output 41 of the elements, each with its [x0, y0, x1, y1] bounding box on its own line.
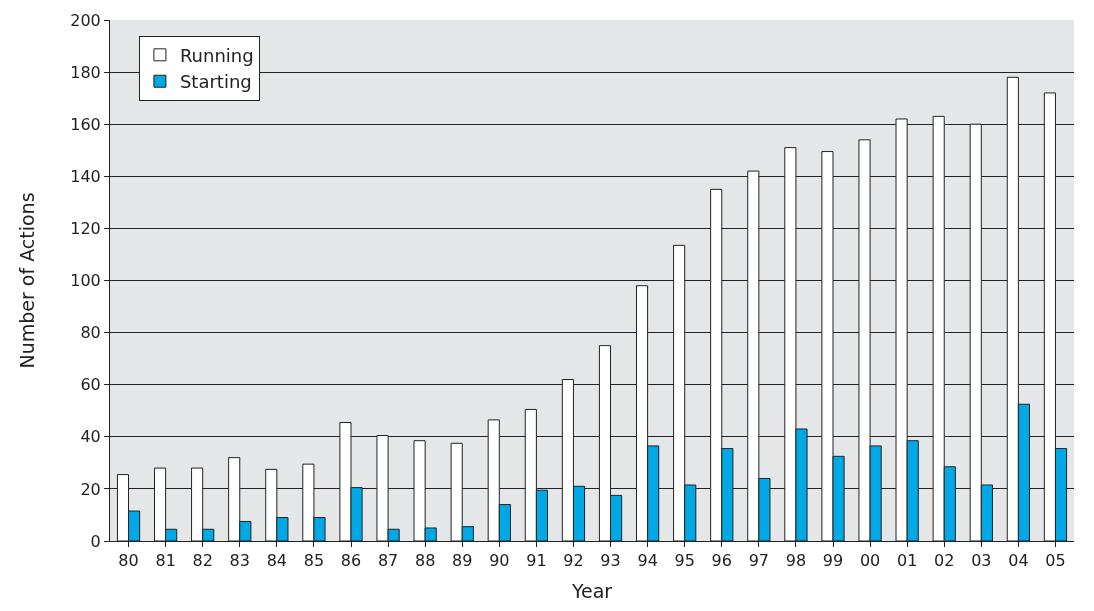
y-tick-label: 100	[70, 271, 101, 291]
y-tick-label: 200	[70, 10, 101, 30]
x-tick-label: 98	[785, 551, 807, 571]
legend-label: Running	[179, 44, 254, 66]
y-tick-label: 120	[70, 219, 101, 238]
x-tick-label: 99	[822, 551, 844, 571]
y-tick-label: 80	[80, 323, 101, 343]
x-tick-label: 83	[229, 551, 250, 571]
x-tick-label: 93	[600, 551, 621, 571]
x-tick-label: 84	[266, 551, 288, 571]
x-tick-label: 92	[563, 551, 584, 571]
x-tick-label: 97	[748, 551, 770, 571]
x-tick-label: 82	[192, 551, 213, 571]
x-tick-label: 00	[859, 551, 881, 571]
y-tick-label: 40	[80, 427, 101, 447]
x-tick-label: 88	[414, 551, 436, 571]
x-tick-label: 86	[340, 551, 362, 571]
x-tick-label: 91	[526, 551, 547, 571]
x-tick-label: 90	[489, 551, 510, 571]
x-tick-label: 03	[971, 551, 992, 571]
x-tick-label: 95	[674, 551, 695, 571]
x-tick-label: 96	[711, 551, 732, 571]
x-tick-label: 81	[155, 551, 176, 571]
y-tick-label: 140	[70, 166, 101, 186]
x-tick-label: 85	[303, 551, 325, 571]
x-tick-label: 02	[934, 551, 955, 571]
y-tick-label: 60	[80, 375, 101, 395]
x-axis-title: Year	[570, 580, 613, 602]
y-tick-label: 20	[80, 479, 101, 499]
x-tick-label: 04	[1008, 551, 1029, 571]
x-tick-label: 87	[377, 551, 399, 571]
y-axis-title: Number of Actions	[16, 192, 39, 369]
x-tick-label: 05	[1045, 551, 1066, 571]
x-tick-label: 89	[452, 551, 473, 571]
y-tick-label: 0	[90, 531, 101, 551]
y-tick-label: 160	[70, 114, 101, 134]
x-tick-label: 80	[118, 551, 139, 571]
x-tick-label: 01	[896, 551, 918, 571]
y-tick-label: 180	[70, 62, 101, 82]
x-tick-label: 94	[637, 551, 658, 571]
legend-label: Starting	[179, 71, 252, 93]
